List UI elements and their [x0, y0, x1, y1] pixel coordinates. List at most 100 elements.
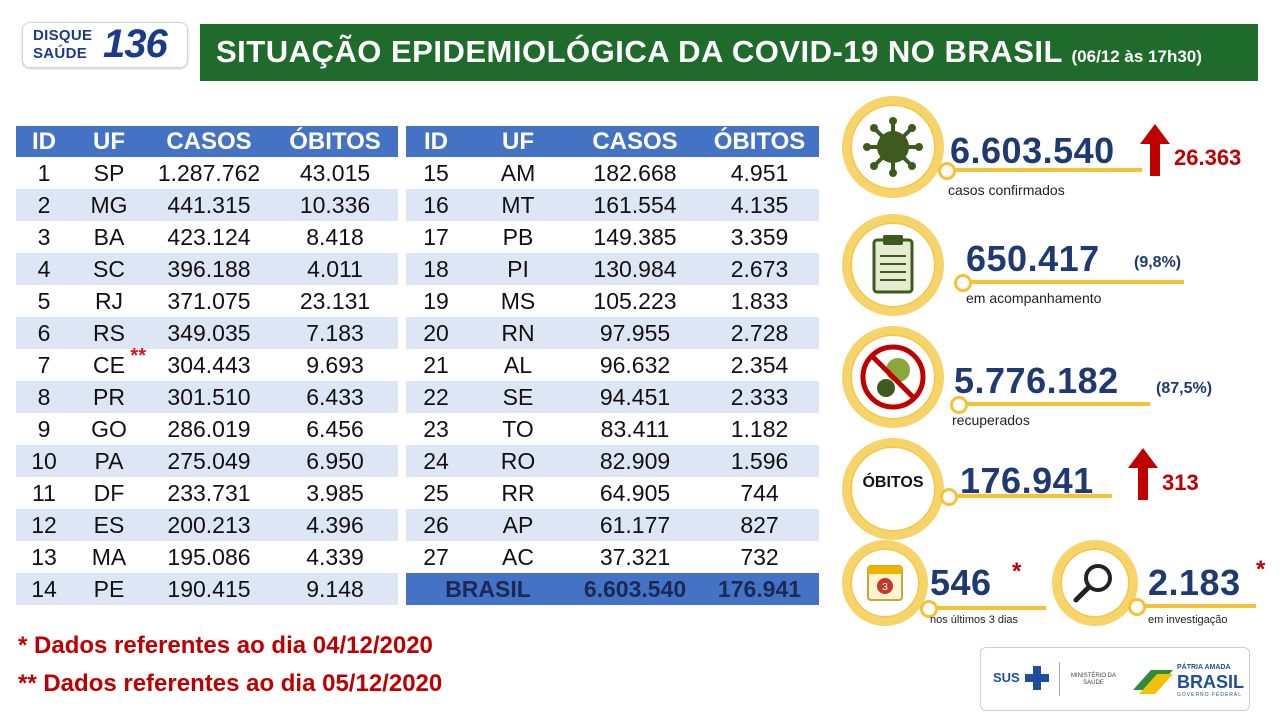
- monitoring-dot: [954, 274, 972, 292]
- cell-obitos: 10.336: [272, 189, 398, 221]
- table-row: 24 RO 82.909 1.596: [406, 445, 819, 477]
- virus-icon: [863, 117, 923, 177]
- cell-casos: 304.443: [146, 349, 272, 381]
- calendar-day: 3: [882, 582, 888, 593]
- table-row: 1 SP 1.287.762 43.015: [16, 157, 398, 189]
- cell-obitos: 8.418: [272, 221, 398, 253]
- title-banner: SITUAÇÃO EPIDEMIOLÓGICA DA COVID-19 NO B…: [200, 24, 1258, 81]
- cell-uf: AL: [466, 349, 570, 381]
- cell-id: 14: [16, 573, 72, 605]
- cell-uf: ES: [72, 509, 146, 541]
- cell-casos: 275.049: [146, 445, 272, 477]
- cell-casos: 195.086: [146, 541, 272, 573]
- cell-uf: SP: [72, 157, 146, 189]
- ce-footnote-marker: **: [130, 345, 146, 367]
- cell-obitos: 4.951: [700, 157, 819, 189]
- cell-obitos: 2.333: [700, 381, 819, 413]
- cell-uf: MS: [466, 285, 570, 317]
- cell-id: 1: [16, 157, 72, 189]
- cell-casos: 61.177: [570, 509, 700, 541]
- table-row: 5 RJ 371.075 23.131: [16, 285, 398, 317]
- table-row: 14 PE 190.415 9.148: [16, 573, 398, 605]
- cell-casos: 301.510: [146, 381, 272, 413]
- clipboard-icon: [872, 235, 914, 294]
- investigation-value: 2.183: [1148, 562, 1241, 603]
- header-obitos: ÓBITOS: [700, 126, 819, 157]
- cell-casos: 97.955: [570, 317, 700, 349]
- cell-uf: MA: [72, 541, 146, 573]
- cell-id: 15: [406, 157, 466, 189]
- total-casos: 6.603.540: [570, 573, 700, 605]
- cell-casos: 82.909: [570, 445, 700, 477]
- confirmed-dot: [938, 162, 956, 180]
- table-row: 25 RR 64.905 744: [406, 477, 819, 509]
- confirmed-delta: 26.363: [1174, 145, 1242, 170]
- cell-obitos: 6.433: [272, 381, 398, 413]
- cell-casos: 182.668: [570, 157, 700, 189]
- cell-id: 19: [406, 285, 466, 317]
- cell-id: 26: [406, 509, 466, 541]
- cell-id: 24: [406, 445, 466, 477]
- sus-cross-icon: [1025, 666, 1049, 690]
- states-table-right: ID UF CASOS ÓBITOS 15 AM 182.668 4.951 16 MT 1…: [406, 126, 819, 605]
- ministry-line2: SAÚDE: [1083, 680, 1104, 686]
- cell-obitos: 4.339: [272, 541, 398, 573]
- cell-obitos: 1.833: [700, 285, 819, 317]
- header-obitos: ÓBITOS: [272, 126, 398, 157]
- monitoring-pct: (9,8%): [1134, 254, 1182, 271]
- cell-id: 20: [406, 317, 466, 349]
- recovered-label: recuperados: [952, 412, 1030, 428]
- logo-line1: DISQUE: [33, 27, 93, 44]
- cell-uf: SE: [466, 381, 570, 413]
- table-row: 22 SE 94.451 2.333: [406, 381, 819, 413]
- cell-uf: PA: [72, 445, 146, 477]
- recovered-pct: (87,5%): [1156, 380, 1213, 397]
- header-casos: CASOS: [146, 126, 272, 157]
- cell-id: 25: [406, 477, 466, 509]
- governo-federal-text: GOVERNO FEDERAL: [1177, 692, 1243, 698]
- cell-obitos: 3.985: [272, 477, 398, 509]
- cell-obitos: 4.011: [272, 253, 398, 285]
- recovered-dot: [950, 396, 968, 414]
- cell-id: 6: [16, 317, 72, 349]
- magnifier-icon-circle: [1052, 540, 1138, 626]
- table-row: 11 DF 233.731 3.985: [16, 477, 398, 509]
- cell-uf: TO: [466, 413, 570, 445]
- ministry-logo: MINISTÉRIO DA SAÚDE: [1071, 673, 1116, 687]
- cell-id: 5: [16, 285, 72, 317]
- table-row: 19 MS 105.223 1.833: [406, 285, 819, 317]
- footnote-2: ** Dados referentes ao dia 05/12/2020: [18, 670, 443, 697]
- cell-casos: 190.415: [146, 573, 272, 605]
- cell-uf: SC: [72, 253, 146, 285]
- cell-uf: PR: [72, 381, 146, 413]
- cell-id: 3: [16, 221, 72, 253]
- cell-casos: 371.075: [146, 285, 272, 317]
- last3-star: *: [1012, 558, 1022, 585]
- cell-casos: 200.213: [146, 509, 272, 541]
- total-obitos: 176.941: [700, 573, 819, 605]
- cell-casos: 423.124: [146, 221, 272, 253]
- cell-obitos: 744: [700, 477, 819, 509]
- cell-obitos: 7.183: [272, 317, 398, 349]
- table-row: 9 GO 286.019 6.456: [16, 413, 398, 445]
- cell-id: 16: [406, 189, 466, 221]
- cell-id: 2: [16, 189, 72, 221]
- cell-casos: 37.321: [570, 541, 700, 573]
- arrow-up-icon: [1128, 448, 1158, 500]
- states-table-left: ID UF CASOS ÓBITOS 1 SP 1.287.762 43.015 2 MG…: [16, 126, 398, 605]
- deaths-underline: [952, 494, 1112, 498]
- disque-saude-logo: DISQUE SAÚDE 136: [22, 22, 188, 68]
- brasil-text: BRASIL: [1177, 672, 1244, 692]
- patria-amada-text: PÁTRIA AMADA: [1177, 664, 1231, 671]
- total-row: BRASIL 6.603.540 176.941: [406, 573, 819, 605]
- cell-obitos: 23.131: [272, 285, 398, 317]
- cell-uf: BA: [72, 221, 146, 253]
- deaths-badge: ÓBITOS: [862, 474, 924, 491]
- table-row: 26 AP 61.177 827: [406, 509, 819, 541]
- logo-line2: SAÚDE: [33, 45, 88, 62]
- table-row: 8 PR 301.510 6.433: [16, 381, 398, 413]
- no-virus-icon: [860, 344, 926, 410]
- cell-obitos: 4.396: [272, 509, 398, 541]
- cell-obitos: 9.693: [272, 349, 398, 381]
- cell-id: 8: [16, 381, 72, 413]
